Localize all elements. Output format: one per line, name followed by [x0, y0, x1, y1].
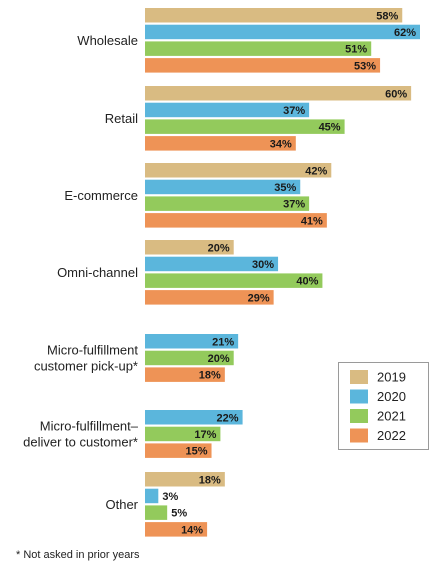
legend-swatch: [350, 428, 368, 443]
bar: [145, 86, 412, 101]
bar: [145, 240, 234, 255]
data-label: 30%: [252, 259, 274, 271]
bar: [145, 273, 323, 288]
footnote: * Not asked in prior years: [16, 549, 140, 561]
bar: [145, 472, 225, 487]
data-label: 34%: [270, 138, 292, 150]
category-group: 20% 30% 40% 29% Omni-channel: [57, 240, 323, 305]
legend-swatch: [350, 389, 368, 404]
legend-label: 2021: [377, 409, 406, 424]
data-label: 53%: [354, 60, 376, 72]
data-label: 18%: [199, 370, 221, 382]
bar: [145, 426, 221, 442]
bar: [145, 102, 310, 118]
legend-swatch: [350, 370, 368, 384]
bar: [145, 163, 332, 178]
bar: [145, 213, 327, 228]
bar: [145, 443, 212, 458]
legend: 2019 2020 2021 2022: [338, 362, 429, 450]
data-label: 62%: [394, 27, 416, 39]
data-label: 37%: [283, 199, 305, 211]
category-label: Micro-fulfillment–: [40, 418, 139, 433]
category-label: Omni-channel: [57, 265, 138, 280]
bar: [145, 256, 279, 272]
data-label: 3%: [162, 491, 178, 503]
data-label: 51%: [345, 44, 367, 56]
category-group: 60% 37% 45% 34% Retail: [105, 86, 412, 151]
data-label: 17%: [194, 429, 216, 441]
bar: [145, 58, 381, 73]
data-label: 18%: [199, 474, 221, 486]
data-label: 35%: [274, 182, 296, 194]
category-group: 18% 3% 5% 14% Other: [105, 472, 225, 537]
data-label: 41%: [301, 215, 323, 227]
data-label: 20%: [208, 353, 230, 365]
category-label: E-commerce: [64, 188, 138, 203]
data-label: 37%: [283, 105, 305, 117]
bar: [145, 334, 239, 349]
data-label: 14%: [181, 524, 203, 536]
legend-swatch: [350, 409, 368, 423]
category-group: 22%17% 15% Micro-fulfillment–deliver to cu…: [23, 410, 243, 458]
legend-label: 2022: [377, 428, 406, 443]
data-label: 45%: [319, 122, 341, 134]
category-label: Other: [105, 497, 138, 512]
bar: [145, 8, 403, 23]
bar: [145, 196, 310, 211]
bar: [145, 522, 208, 537]
data-label: 58%: [376, 10, 398, 22]
category-label: customer pick-up*: [34, 358, 138, 373]
category-label: Wholesale: [77, 33, 138, 48]
data-label: 22%: [217, 412, 239, 424]
category-label: deliver to customer*: [23, 434, 138, 449]
data-label: 60%: [385, 88, 407, 100]
category-label: Micro-fulfillment: [47, 342, 138, 357]
bar: [145, 119, 345, 134]
bar: [145, 24, 420, 40]
bar: [145, 410, 243, 425]
bar: [145, 136, 296, 151]
bar: [145, 505, 168, 520]
data-label: 5%: [171, 508, 187, 520]
bar: [145, 179, 301, 195]
legend-label: 2020: [377, 389, 406, 404]
bar: [145, 350, 234, 366]
data-label: 42%: [305, 165, 327, 177]
bar: [145, 367, 225, 382]
data-label: 20%: [208, 242, 230, 254]
legend-label: 2019: [377, 370, 406, 385]
bar: [145, 488, 159, 504]
category-group: 58% 62% 51% 53% Wholesale: [77, 8, 420, 73]
category-label: Retail: [105, 111, 138, 126]
data-label: 15%: [186, 446, 208, 458]
data-label: 29%: [248, 292, 270, 304]
data-label: 21%: [212, 336, 234, 348]
data-label: 40%: [296, 276, 318, 288]
category-group: 42% 35% 37% 41% E-commerce: [64, 163, 332, 228]
bar: [145, 41, 372, 56]
bar: [145, 290, 274, 305]
